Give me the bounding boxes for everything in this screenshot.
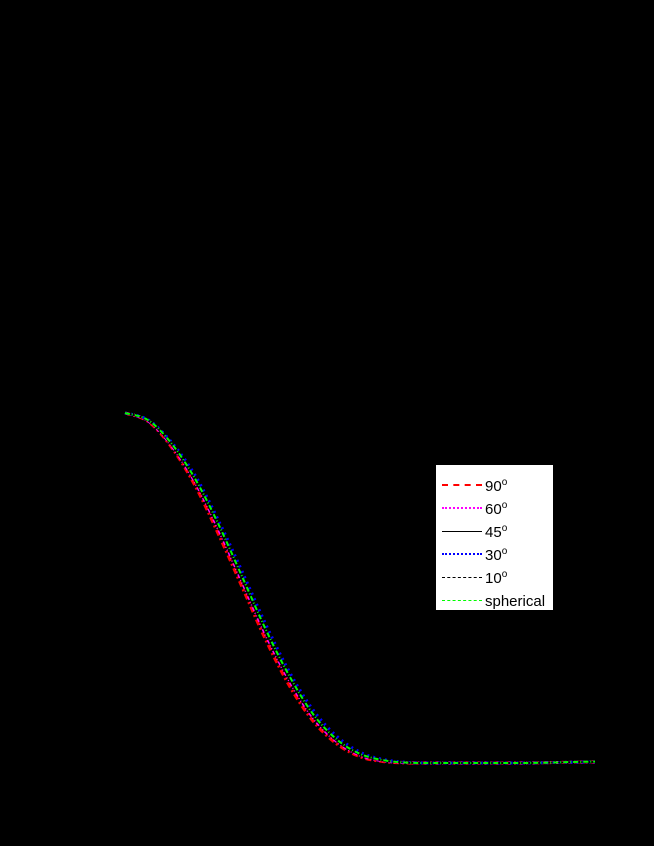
series-line-10 xyxy=(124,412,596,765)
legend-item-90: 90o xyxy=(442,475,554,495)
legend-label-60: 60o xyxy=(485,500,508,518)
legend-item-30: 30o xyxy=(442,544,554,564)
legend-swatch-60 xyxy=(442,507,482,509)
legend-item-10: 10o xyxy=(442,567,554,587)
legend-label-spherical: spherical xyxy=(485,593,546,610)
legend-item-spherical: spherical xyxy=(442,590,554,610)
legend-swatch-spherical xyxy=(442,599,482,601)
legend-label-90: 90o xyxy=(485,477,508,495)
series-lines xyxy=(124,411,596,765)
legend-swatch-30 xyxy=(442,553,482,555)
legend-swatch-10 xyxy=(442,576,482,578)
legend-item-45: 45o xyxy=(442,521,554,541)
legend-label-45: 45o xyxy=(485,523,508,541)
legend-swatch-45 xyxy=(442,530,482,532)
legend-swatch-90 xyxy=(442,484,482,486)
legend-label-30: 30o xyxy=(485,546,508,564)
legend-label-10: 10o xyxy=(485,569,508,587)
chart-legend: 90o 60o 45o 30o 10o spherical xyxy=(435,464,554,611)
legend-item-60: 60o xyxy=(442,498,554,518)
series-line-spherical xyxy=(124,412,596,765)
